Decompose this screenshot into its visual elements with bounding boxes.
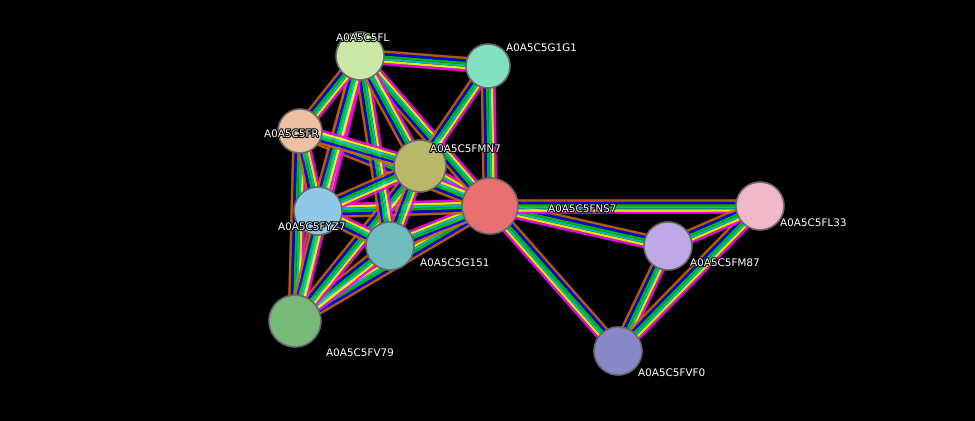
Text: A0A5C5FL: A0A5C5FL bbox=[336, 33, 389, 43]
Text: A0A5C5FMN7: A0A5C5FMN7 bbox=[430, 144, 500, 154]
Text: A0A5C5G151: A0A5C5G151 bbox=[420, 258, 489, 268]
Text: A0A5C5FM87: A0A5C5FM87 bbox=[690, 258, 760, 268]
Text: A0A5C5FNS7: A0A5C5FNS7 bbox=[548, 204, 616, 214]
Circle shape bbox=[394, 140, 446, 192]
Circle shape bbox=[644, 222, 692, 270]
Text: A0A5C5FV79: A0A5C5FV79 bbox=[326, 348, 394, 358]
Circle shape bbox=[269, 295, 321, 347]
Circle shape bbox=[466, 44, 510, 88]
Circle shape bbox=[336, 32, 384, 80]
Text: A0A5C5FYZ7: A0A5C5FYZ7 bbox=[278, 222, 345, 232]
Text: A0A5C5FVF0: A0A5C5FVF0 bbox=[638, 368, 705, 378]
Text: A0A5C5G1G1: A0A5C5G1G1 bbox=[506, 43, 577, 53]
Circle shape bbox=[462, 178, 518, 234]
Text: A0A5C5FR: A0A5C5FR bbox=[264, 129, 319, 139]
Text: A0A5C5FL33: A0A5C5FL33 bbox=[780, 218, 846, 228]
Circle shape bbox=[736, 182, 784, 230]
Circle shape bbox=[294, 187, 342, 235]
Circle shape bbox=[366, 222, 414, 270]
Circle shape bbox=[278, 109, 322, 153]
Circle shape bbox=[594, 327, 642, 375]
